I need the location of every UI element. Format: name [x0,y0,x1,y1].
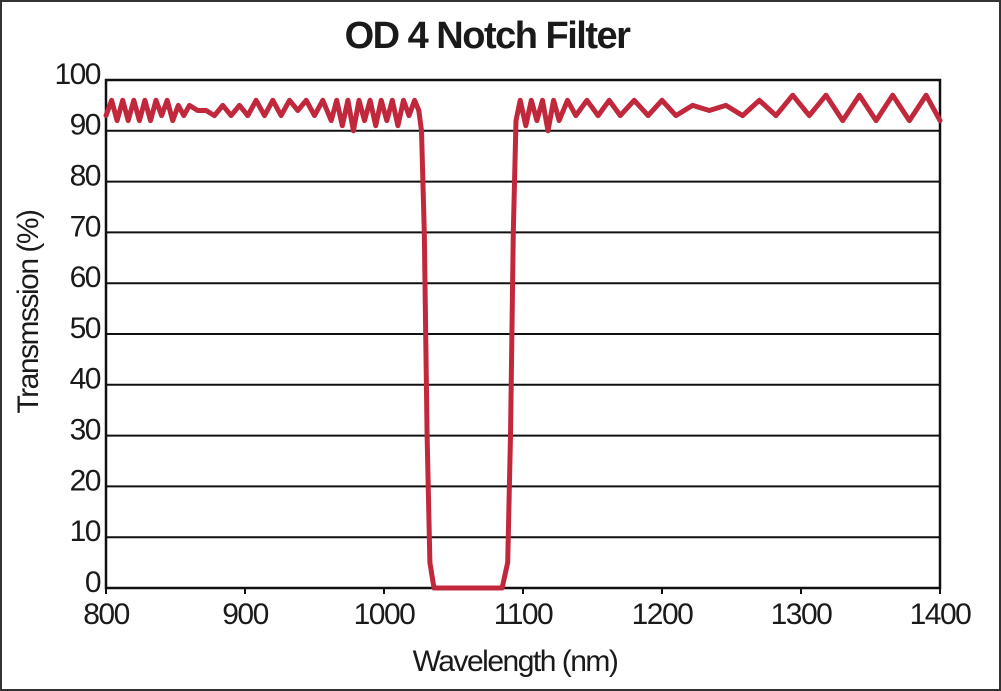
x-tick-label: 1000 [354,598,416,631]
y-tick-label: 10 [70,515,101,548]
y-tick-label: 30 [70,414,101,447]
chart-title: OD 4 Notch Filter [345,15,632,57]
x-axis-label: Wavelength (nm) [413,645,618,678]
x-tick-label: 1300 [771,598,833,631]
y-tick-label: 20 [70,464,101,497]
y-tick-label: 50 [70,312,101,345]
data-line [103,92,943,591]
x-tick-label: 1100 [494,598,553,631]
plot-frame [104,78,942,590]
y-tick-label: 90 [70,109,101,142]
x-tick-label: 900 [222,598,268,631]
x-tick-label: 1200 [632,598,694,631]
y-axis-label: Transmssion (%) [12,210,45,414]
y-tick-label: 60 [70,261,101,294]
y-tick-label: 40 [70,363,101,396]
y-tick-label: 70 [70,210,101,243]
x-tick-label: 1400 [910,598,972,631]
x-tick-label: 800 [83,598,129,631]
y-tick-label: 80 [70,160,101,193]
y-tick-label: 100 [54,58,100,91]
y-tick-label: 0 [85,566,101,599]
